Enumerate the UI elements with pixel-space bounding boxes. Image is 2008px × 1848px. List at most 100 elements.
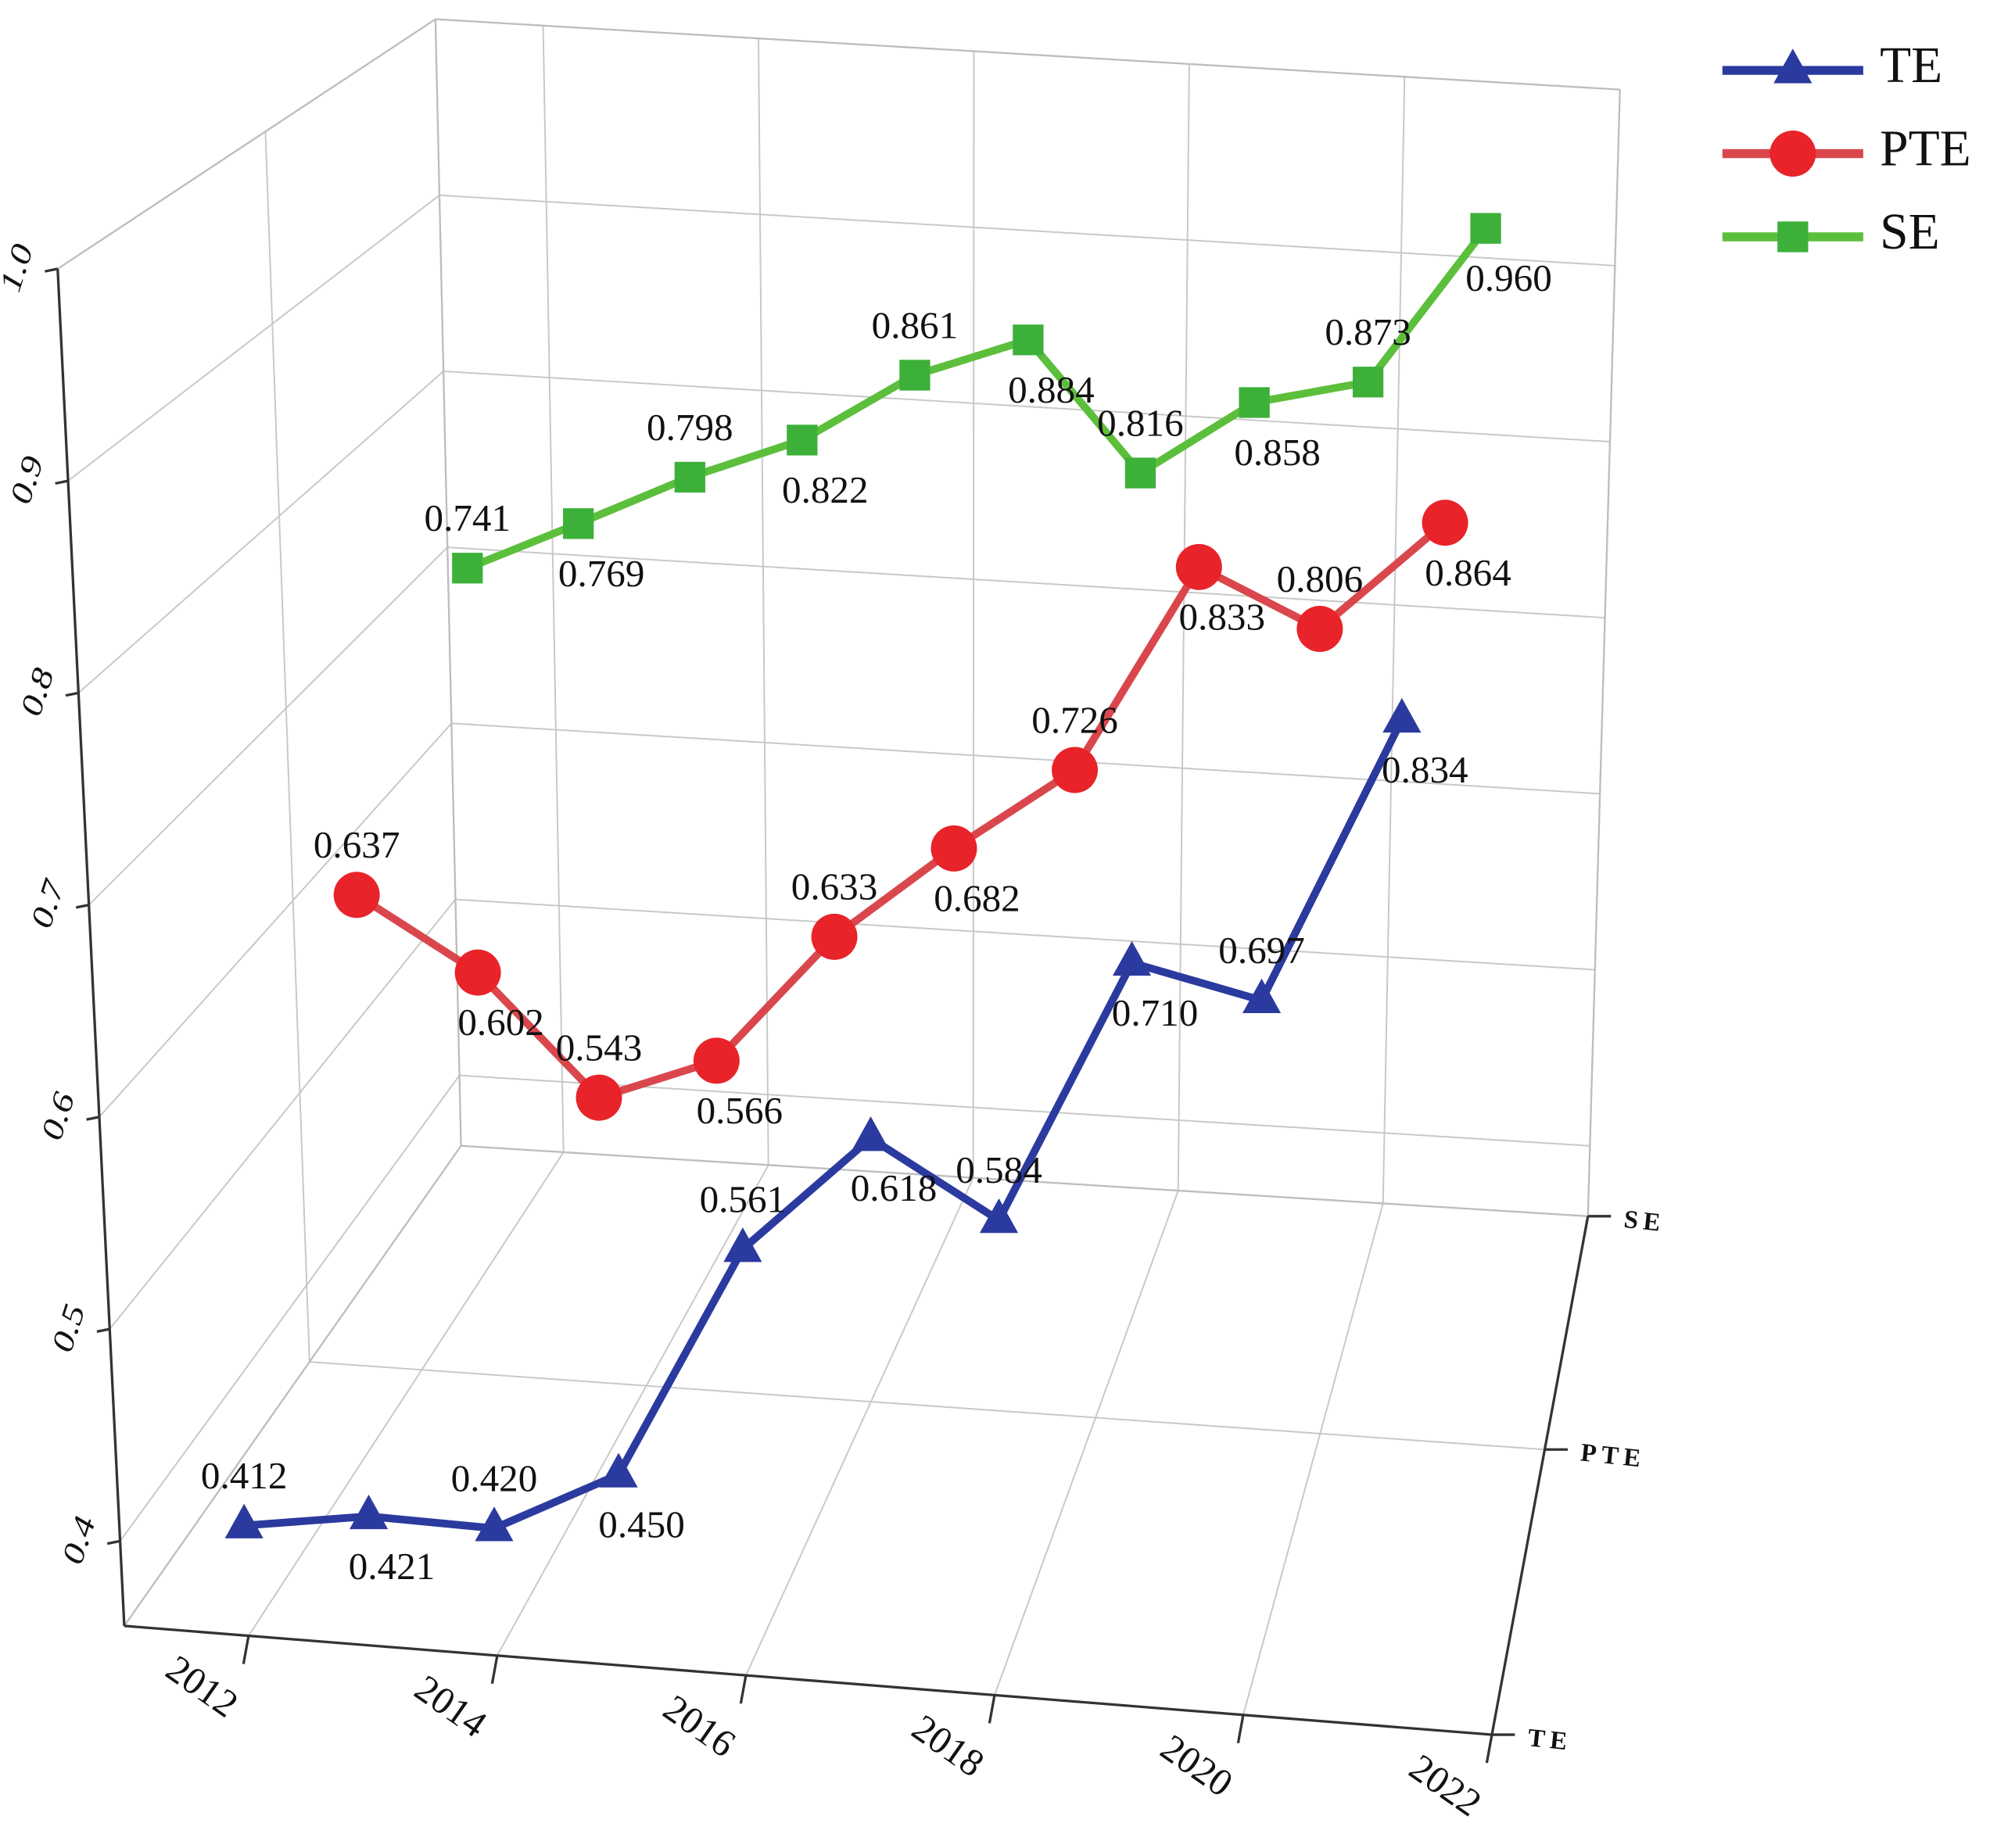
marker xyxy=(1773,48,1813,84)
data-label: 0.682 xyxy=(934,876,1020,919)
data-label: 0.861 xyxy=(872,303,959,346)
series-line xyxy=(465,226,1489,572)
x-tick-group: 2022 xyxy=(1402,1746,1490,1825)
y-tick xyxy=(86,1116,100,1121)
marker xyxy=(224,1503,264,1538)
marker xyxy=(349,1494,389,1530)
y-tick xyxy=(55,479,69,485)
y-tick-group: 0.8 xyxy=(13,664,61,720)
legend-label: PTE xyxy=(1880,121,1970,177)
data-label: 0.618 xyxy=(851,1166,938,1209)
grid-line xyxy=(497,1164,769,1656)
x-tick xyxy=(1485,1734,1493,1764)
grid-line xyxy=(447,546,1605,619)
data-label: 0.960 xyxy=(1465,256,1552,299)
data-label: 0.412 xyxy=(201,1454,288,1497)
marker xyxy=(1422,500,1468,546)
data-label: 0.741 xyxy=(425,496,511,539)
y-tick-label: 0.6 xyxy=(34,1087,81,1144)
y-tick xyxy=(45,267,59,273)
data-label: 0.543 xyxy=(556,1026,643,1069)
x-tick xyxy=(490,1655,499,1685)
marker xyxy=(1052,747,1099,793)
data-label: 0.421 xyxy=(349,1545,436,1588)
x-tick-label: 2022 xyxy=(1402,1746,1490,1825)
marker xyxy=(563,508,594,539)
grid-line xyxy=(119,1075,461,1542)
data-label: 0.798 xyxy=(647,406,733,449)
data-label: 0.858 xyxy=(1234,431,1321,474)
data-label: 0.637 xyxy=(314,823,400,866)
data-label: 0.864 xyxy=(1425,551,1511,594)
marker xyxy=(1470,213,1501,244)
z-tick-label: PTE xyxy=(1580,1438,1648,1474)
x-tick xyxy=(1236,1714,1245,1744)
z-tick-group: TE xyxy=(1526,1724,1573,1757)
data-label: 0.833 xyxy=(1179,595,1266,638)
y-tick-group: 0.9 xyxy=(2,452,50,508)
grid-line xyxy=(451,722,1601,795)
x-tick-label: 2018 xyxy=(905,1706,992,1785)
data-label: 0.816 xyxy=(1097,401,1184,444)
grid-line xyxy=(1382,77,1406,1204)
marker xyxy=(1770,131,1816,177)
x-tick-label: 2014 xyxy=(407,1667,495,1746)
box-edge xyxy=(123,1145,462,1627)
y-tick-label: 0.5 xyxy=(45,1300,92,1356)
marker xyxy=(454,949,501,996)
z-tick-label: TE xyxy=(1526,1724,1573,1757)
series-line xyxy=(354,519,1448,1102)
marker xyxy=(851,1116,891,1151)
data-label: 0.584 xyxy=(956,1148,1042,1191)
marker xyxy=(674,461,705,493)
x-tick xyxy=(242,1635,250,1664)
grid-line xyxy=(1177,63,1190,1191)
box-edge xyxy=(435,18,1620,91)
marker xyxy=(333,872,380,919)
marker xyxy=(1382,697,1422,733)
x-tick-label: 2020 xyxy=(1153,1726,1241,1805)
grid-line xyxy=(248,1151,565,1637)
grid-line xyxy=(99,722,453,1118)
data-label: 0.806 xyxy=(1277,557,1364,600)
y-tick xyxy=(96,1327,110,1334)
marker xyxy=(979,1198,1019,1234)
marker xyxy=(599,1452,638,1488)
y-tick xyxy=(106,1539,120,1545)
y-tick-label: 0.8 xyxy=(13,664,61,720)
z-tick-group: SE xyxy=(1623,1205,1667,1237)
marker xyxy=(693,1037,740,1084)
marker xyxy=(1112,940,1152,976)
legend-label: TE xyxy=(1880,38,1942,94)
data-label: 0.710 xyxy=(1112,991,1199,1034)
marker xyxy=(899,360,930,391)
marker xyxy=(1242,978,1282,1014)
data-label: 0.769 xyxy=(558,552,645,595)
y-tick-label: 0.4 xyxy=(55,1512,102,1568)
grid-line xyxy=(264,131,310,1363)
y-tick xyxy=(75,904,89,909)
grid-line xyxy=(88,546,448,906)
y-tick xyxy=(65,691,79,697)
z-tick-label: SE xyxy=(1623,1205,1667,1237)
data-label: 0.884 xyxy=(1008,368,1095,411)
box-edge xyxy=(461,1144,1588,1217)
x-axis xyxy=(124,1624,1493,1736)
y-tick-group: 0.4 xyxy=(55,1512,102,1568)
data-label: 0.873 xyxy=(1325,310,1411,353)
series-line xyxy=(243,718,1406,1532)
x-tick-group: 2020 xyxy=(1153,1726,1241,1805)
y-tick-label: 0.7 xyxy=(23,874,72,932)
grid-line xyxy=(77,371,444,694)
data-label: 0.450 xyxy=(598,1502,685,1545)
marker xyxy=(1013,324,1044,356)
marker xyxy=(1296,605,1343,652)
grid-line xyxy=(309,1361,1545,1451)
grid-line xyxy=(758,38,769,1166)
data-label: 0.633 xyxy=(791,865,878,908)
marker xyxy=(1124,457,1156,489)
grid-line xyxy=(459,1074,1590,1147)
grid-line xyxy=(994,1190,1179,1696)
x-tick-group: 2014 xyxy=(407,1667,495,1746)
x-tick xyxy=(739,1674,748,1704)
